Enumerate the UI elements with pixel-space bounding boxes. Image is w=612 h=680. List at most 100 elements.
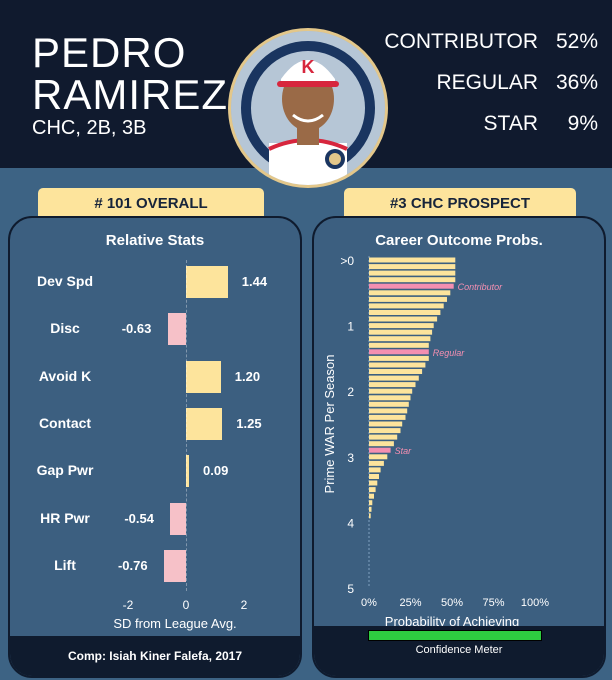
outcome-label: CONTRIBUTOR: [384, 30, 538, 53]
x-tick-label: 2: [240, 598, 248, 612]
outcome-value: 52%: [555, 30, 598, 53]
outcome-highlight-label: Contributor: [458, 282, 504, 292]
outcome-label: REGULAR: [436, 71, 538, 94]
stat-value: 1.20: [234, 368, 261, 384]
x-tick-label: 50%: [441, 597, 463, 609]
outcome-highlight-bar: [369, 349, 429, 355]
outcome-bar: [369, 310, 441, 315]
y-tick-label: 5: [347, 582, 354, 596]
outcome-value: 36%: [555, 71, 598, 94]
outcome-bar: [369, 277, 456, 283]
outcome-bar: [369, 369, 423, 374]
x-tick-label: 100%: [521, 597, 549, 609]
x-axis-label: Probability of Achieving: [385, 614, 519, 629]
svg-text:K: K: [302, 57, 315, 77]
outcome-bar: [369, 388, 413, 394]
x-tick-label: 75%: [482, 597, 504, 609]
outcome-bar: [369, 474, 379, 479]
outcome-bar: [369, 480, 378, 486]
outcome-highlight-bar: [369, 447, 391, 453]
confidence-strip: Confidence Meter: [314, 626, 604, 676]
relative-stats-panel: Relative Stats Dev Spd 1.44 Disc -0.63 Avoid…: [8, 216, 302, 678]
outcome-bar: [369, 382, 416, 388]
x-axis-label: SD from League Avg.: [113, 616, 237, 631]
outcome-bar: [369, 513, 371, 519]
outcome-bar: [369, 316, 438, 322]
outcome-highlight-bar: [369, 283, 454, 289]
outcome-bar: [369, 290, 451, 296]
player-first-name: PEDRO: [32, 29, 187, 76]
outcome-bar: [369, 467, 381, 473]
outcome-bar: [369, 414, 406, 420]
outcome-bar: [369, 428, 401, 434]
outcome-bar: [369, 487, 376, 493]
player-portrait-icon: K: [231, 31, 385, 185]
outcome-bar: [369, 264, 456, 270]
stat-label: Disc: [50, 320, 80, 337]
outcome-label: STAR: [483, 112, 538, 135]
outcome-bar: [369, 408, 408, 414]
outcome-bar: [369, 441, 394, 447]
outcome-bar: [369, 257, 456, 263]
stat-value: 1.25: [236, 415, 262, 431]
stat-value: -0.76: [117, 557, 148, 573]
stat-bar: [186, 360, 221, 393]
relative-stats-title: Relative Stats: [105, 232, 205, 249]
stat-label: Gap Pwr: [36, 462, 94, 479]
stat-label: Contact: [38, 414, 92, 431]
outcome-bar: [369, 270, 456, 276]
outcome-bar: [369, 303, 444, 309]
stat-bar: [163, 549, 186, 582]
outcome-highlight-label: Regular: [433, 348, 466, 358]
outcome-bar: [369, 336, 431, 342]
outcome-value: 9%: [567, 112, 598, 135]
player-photo: K: [228, 28, 388, 188]
stat-label: HR Pwr: [40, 509, 90, 526]
outcome-contributor: CONTRIBUTOR 52%: [348, 28, 598, 56]
confidence-meter: [368, 630, 542, 641]
player-team-positions: CHC, 2B, 3B: [32, 117, 147, 139]
outcome-bar: [369, 421, 403, 427]
stat-value: -0.63: [121, 321, 152, 337]
x-tick-label: 25%: [399, 597, 421, 609]
outcome-bar: [369, 454, 388, 460]
team-prospect-tab: #3 CHC PROSPECT: [344, 188, 576, 218]
player-last-name: RAMIREZ: [32, 71, 228, 118]
outcome-bar: [369, 362, 426, 368]
confidence-meter-label: Confidence Meter: [415, 644, 503, 656]
x-tick-label: 0%: [361, 597, 377, 609]
outcome-bar: [369, 395, 411, 401]
outcome-bar: [369, 493, 374, 499]
stat-value: 0.09: [203, 463, 229, 479]
outcome-bar: [369, 434, 398, 440]
outcome-bar: [369, 296, 447, 302]
outcome-bar: [369, 460, 384, 466]
outcome-star: STAR 9%: [348, 110, 598, 138]
overall-rank-tab: # 101 OVERALL: [38, 188, 264, 218]
y-tick-label: 4: [347, 516, 354, 530]
stat-label: Dev Spd: [36, 273, 93, 289]
stat-bar: [170, 502, 186, 535]
comparable-player: Comp: Isiah Kiner Falefa, 2017: [10, 636, 300, 676]
outcome-bar: [369, 401, 409, 407]
stat-bar: [186, 455, 189, 488]
stat-bar: [167, 313, 186, 346]
y-axis-label: Prime WAR Per Season: [322, 355, 337, 494]
y-tick-label: 3: [347, 451, 354, 465]
outcome-bar: [369, 500, 373, 506]
x-tick-label: -2: [122, 598, 134, 612]
outcome-bar: [369, 329, 433, 335]
zero-line: [186, 260, 188, 592]
stat-label: Lift: [54, 556, 76, 573]
stat-value: 1.44: [241, 274, 268, 289]
outcome-bar: [369, 323, 434, 329]
stat-value: -0.54: [124, 510, 154, 526]
career-outcome-title: Career Outcome Probs.: [375, 232, 543, 249]
outcome-bar: [369, 506, 372, 512]
x-tick-label: 0: [182, 598, 190, 612]
outcome-bar: [369, 342, 429, 348]
outcome-regular: REGULAR 36%: [348, 69, 598, 97]
y-tick-label: 2: [347, 385, 354, 399]
stat-label: Avoid K: [38, 367, 92, 384]
